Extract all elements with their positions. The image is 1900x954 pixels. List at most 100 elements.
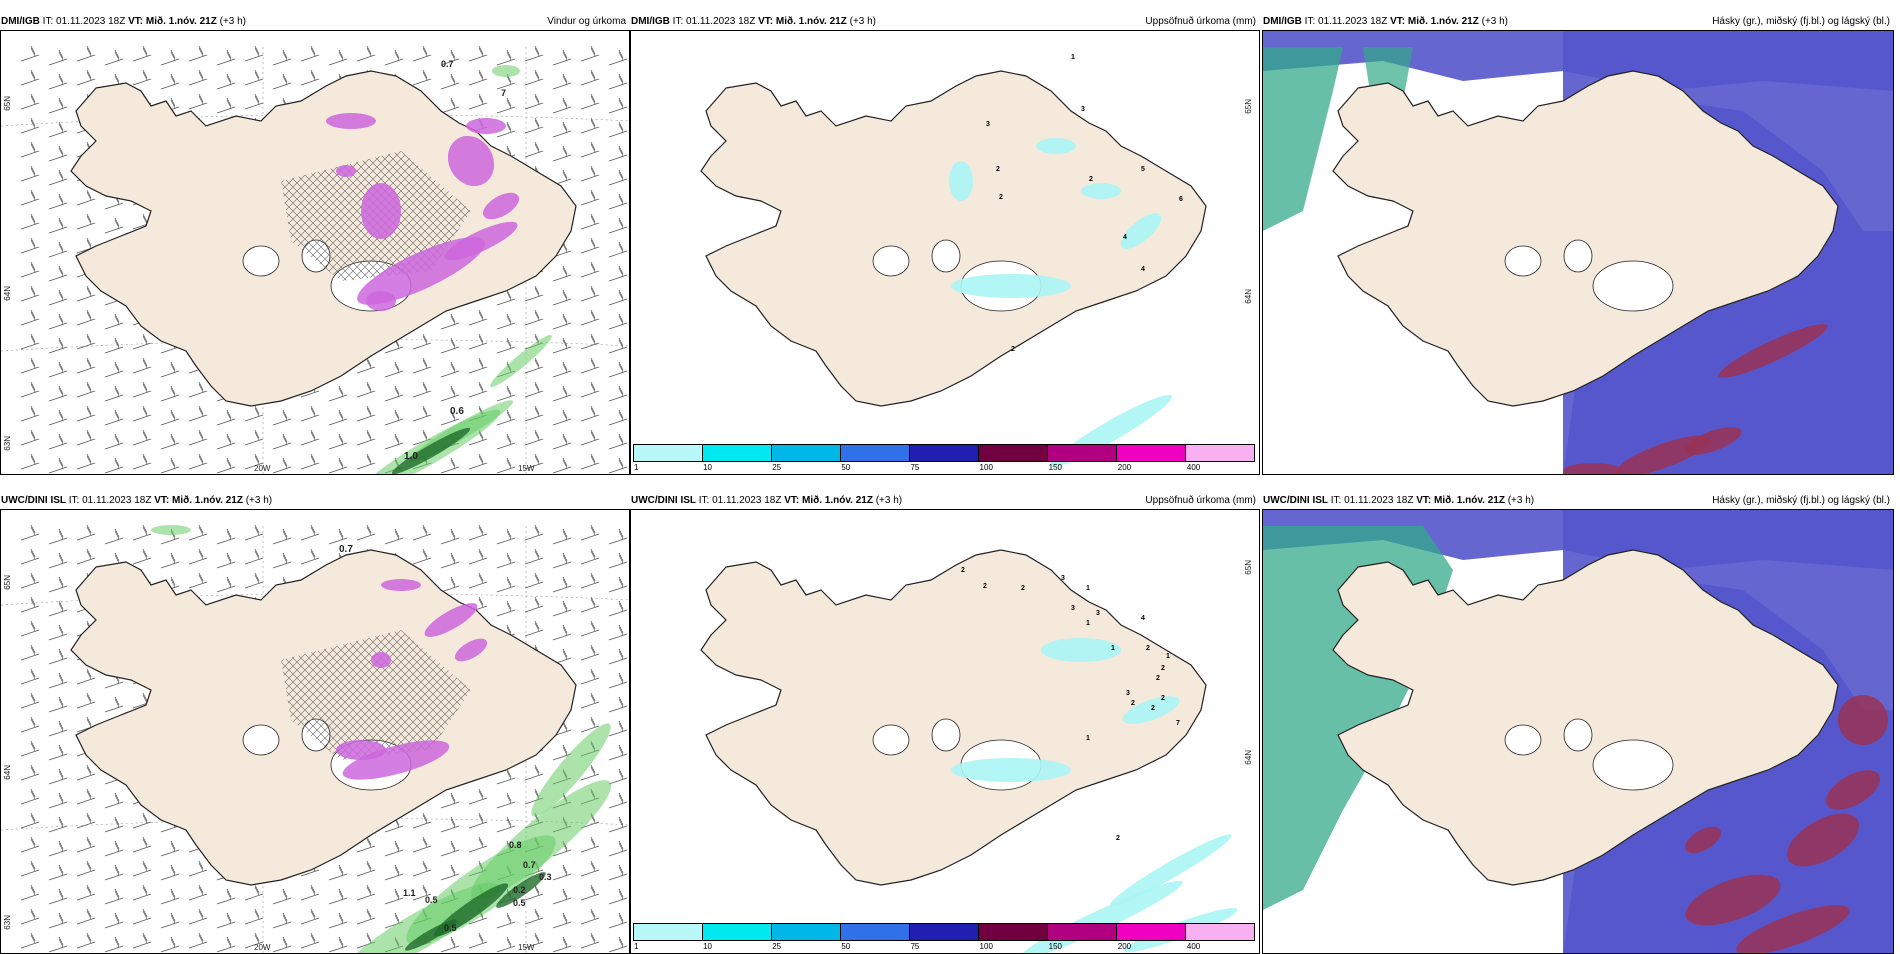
wind-barb	[76, 668, 96, 685]
wind-barb	[524, 764, 544, 781]
wind-barb	[440, 816, 460, 833]
wind-barb	[48, 624, 68, 641]
wind-barb	[20, 788, 40, 805]
wind-barb	[76, 788, 96, 805]
wind-barb	[440, 457, 460, 474]
mid-cloud	[1263, 510, 1893, 570]
colorbar-tick-label: 150	[1048, 942, 1063, 951]
wind-barb	[48, 528, 68, 545]
wind-barb	[104, 49, 124, 66]
wind-barb	[20, 309, 40, 326]
value-label: 0.5	[444, 923, 457, 933]
wind-barb	[20, 333, 40, 350]
precip-area	[342, 882, 500, 953]
wind-barb	[76, 189, 96, 206]
wind-barb	[76, 69, 96, 86]
panel-dmi-clouds: DMI/IGB IT: 01.11.2023 18Z VT: Mið. 1.nó…	[1262, 14, 1894, 475]
wind-barb	[496, 337, 516, 354]
init-time: IT: 01.11.2023 18Z	[42, 16, 126, 27]
precip-area	[366, 291, 396, 311]
panel-header: UWC/DINI ISL IT: 01.11.2023 18Z VT: Mið.…	[1262, 493, 1894, 509]
colorbar-swatch	[1048, 445, 1117, 461]
colorbar-swatch	[1117, 924, 1186, 940]
wind-barb	[20, 668, 40, 685]
colorbar-tick-label: 25	[772, 942, 782, 951]
wind-barb	[580, 884, 600, 901]
wind-barb	[20, 69, 40, 86]
colorbar-tick-label: 400	[1186, 463, 1201, 472]
wind-barb	[48, 145, 68, 162]
precip-area	[466, 118, 506, 134]
wind-barb	[132, 548, 152, 565]
heavy-precip-area	[391, 427, 471, 474]
wind-barb	[468, 309, 488, 326]
valid-time: Mið. 1.nóv. 21Z	[172, 495, 243, 506]
lead-time: (+3 h)	[245, 495, 273, 506]
iceland-landmass	[700, 549, 1207, 886]
valid-time-label: VT:	[1390, 16, 1406, 27]
wind-barb	[496, 552, 516, 569]
wind-barb	[412, 836, 432, 853]
wind-barb	[384, 433, 404, 450]
panel-header: DMI/IGB IT: 01.11.2023 18Z VT: Mið. 1.nó…	[630, 14, 1260, 30]
accum-precip-area	[1110, 834, 1232, 906]
wind-barb	[580, 117, 600, 134]
wind-barb	[608, 840, 628, 857]
low-cloud	[1684, 427, 1742, 455]
accum-precip-area	[1120, 213, 1162, 249]
wind-barb	[552, 744, 572, 761]
wind-barb	[20, 237, 40, 254]
precip-area	[336, 740, 386, 760]
wind-barb	[48, 361, 68, 378]
wind-barb	[580, 453, 600, 470]
accum-precip-area	[951, 274, 1071, 298]
wind-barb	[132, 69, 152, 86]
wind-barb	[496, 49, 516, 66]
wind-barb	[76, 213, 96, 230]
wind-barb	[524, 524, 544, 541]
init-time: IT: 01.11.2023 18Z	[698, 495, 782, 506]
panel-title: Uppsöfnuð úrkoma (mm)	[1145, 495, 1256, 506]
wind-barb	[580, 668, 600, 685]
lat-label: 65N	[1244, 99, 1253, 114]
wind-barb	[160, 457, 180, 474]
glacier-hofsjokull	[931, 718, 961, 752]
colorbar-swatch	[1186, 924, 1254, 940]
accum-value-label: 1	[1166, 653, 1170, 660]
wind-barb	[608, 433, 628, 450]
wind-barb	[440, 409, 460, 426]
wind-barb	[440, 385, 460, 402]
wind-barb	[440, 528, 460, 545]
wind-barb	[384, 864, 404, 881]
wind-barb	[608, 337, 628, 354]
wind-barb	[356, 429, 376, 446]
wind-barb	[328, 864, 348, 881]
init-time: IT: 01.11.2023 18Z	[1330, 495, 1414, 506]
wind-barb	[384, 385, 404, 402]
wind-barb	[468, 357, 488, 374]
colorbar-tick-label: 75	[910, 463, 920, 472]
wind-barb	[524, 93, 544, 110]
wind-barb	[328, 49, 348, 66]
accum-value-label: 2	[1161, 665, 1165, 672]
wind-barb	[440, 361, 460, 378]
wind-barb	[76, 285, 96, 302]
value-label: 0.6	[450, 406, 464, 417]
heavy-precip-area	[404, 919, 458, 951]
wind-barb	[188, 860, 208, 877]
model-name: DMI/IGB	[1263, 16, 1302, 27]
wind-barb	[48, 121, 68, 138]
wind-barb	[132, 405, 152, 422]
wind-barb	[608, 528, 628, 545]
value-label: 7	[501, 88, 507, 98]
wind-barb	[104, 433, 124, 450]
lat-label: 65N	[3, 96, 12, 111]
wind-barb	[216, 433, 236, 450]
wind-barb	[48, 576, 68, 593]
wind-barb	[216, 49, 236, 66]
wind-barb	[20, 141, 40, 158]
wind-barb	[580, 596, 600, 613]
wind-barb	[132, 453, 152, 470]
colorbar	[633, 923, 1255, 941]
precip-area	[371, 652, 391, 668]
